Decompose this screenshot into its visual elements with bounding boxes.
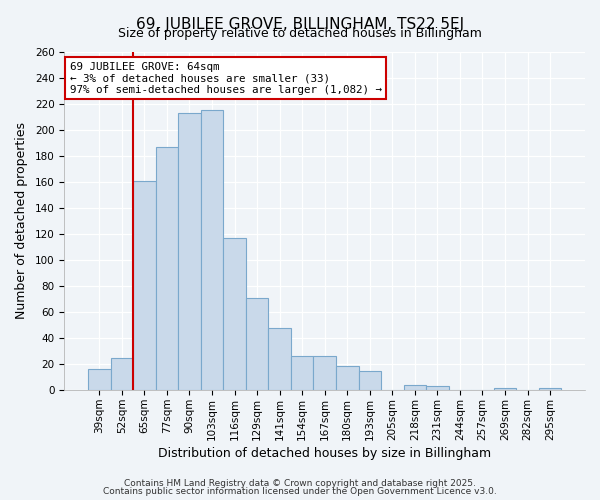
Text: Contains HM Land Registry data © Crown copyright and database right 2025.: Contains HM Land Registry data © Crown c… — [124, 479, 476, 488]
Bar — [336, 366, 359, 390]
Y-axis label: Number of detached properties: Number of detached properties — [15, 122, 28, 320]
X-axis label: Distribution of detached houses by size in Billingham: Distribution of detached houses by size … — [158, 447, 491, 460]
Bar — [201, 110, 223, 390]
Bar — [268, 328, 291, 390]
Bar — [313, 356, 336, 390]
Bar — [223, 238, 246, 390]
Bar — [539, 388, 562, 390]
Bar — [291, 356, 313, 390]
Text: Contains public sector information licensed under the Open Government Licence v3: Contains public sector information licen… — [103, 487, 497, 496]
Bar — [88, 370, 110, 390]
Bar — [404, 385, 426, 390]
Bar — [246, 298, 268, 390]
Text: Size of property relative to detached houses in Billingham: Size of property relative to detached ho… — [118, 28, 482, 40]
Bar — [110, 358, 133, 390]
Text: 69, JUBILEE GROVE, BILLINGHAM, TS22 5EJ: 69, JUBILEE GROVE, BILLINGHAM, TS22 5EJ — [136, 18, 464, 32]
Bar — [494, 388, 516, 390]
Bar — [178, 112, 201, 390]
Bar — [359, 370, 381, 390]
Bar — [155, 146, 178, 390]
Text: 69 JUBILEE GROVE: 64sqm
← 3% of detached houses are smaller (33)
97% of semi-det: 69 JUBILEE GROVE: 64sqm ← 3% of detached… — [70, 62, 382, 95]
Bar — [426, 386, 449, 390]
Bar — [133, 180, 155, 390]
